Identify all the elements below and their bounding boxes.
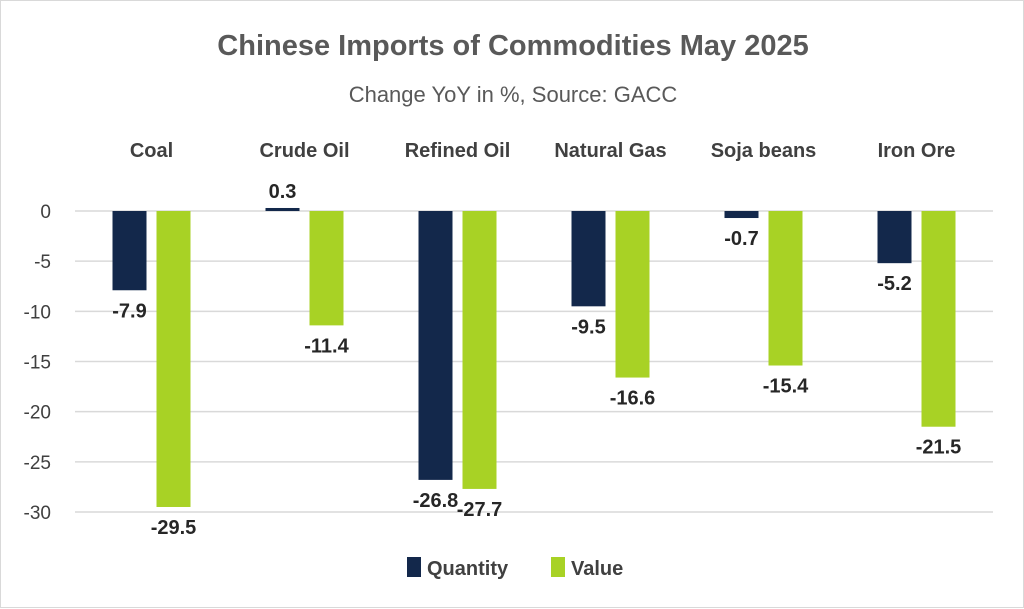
y-tick-label: -5	[34, 252, 51, 273]
legend-label-quantity: Quantity	[427, 558, 509, 580]
bar-value	[615, 211, 650, 378]
bar-quantity	[265, 207, 300, 211]
legend-swatch-value	[551, 557, 565, 577]
data-label-value: -16.6	[610, 388, 656, 410]
category-label: Natural Gas	[554, 140, 666, 162]
legend-swatch-quantity	[407, 557, 421, 577]
y-tick-label: -15	[24, 353, 51, 374]
data-label-value: -15.4	[763, 376, 809, 398]
bar-value	[768, 211, 803, 366]
bar-quantity	[112, 211, 147, 291]
y-tick-label: -10	[24, 302, 51, 323]
bar-quantity	[571, 211, 606, 307]
category-label: Crude Oil	[259, 140, 349, 162]
data-label-quantity: -7.9	[112, 300, 146, 322]
bar-value	[156, 211, 191, 507]
gridlines: 0 -5 -10 -15 -20 -25 -30	[24, 202, 993, 524]
category-label: Iron Ore	[878, 140, 956, 162]
data-label-value: -29.5	[151, 517, 197, 539]
y-tick-label: -30	[24, 503, 51, 524]
chart-subtitle: Change YoY in %, Source: GACC	[349, 82, 678, 107]
bar-quantity	[877, 211, 912, 264]
y-tick-label: -20	[24, 403, 51, 424]
data-label-quantity: -26.8	[413, 490, 459, 512]
data-labels: Coal -7.9 -29.5 Crude Oil 0.3 -11.4 Refined Oi…	[112, 140, 961, 539]
bar-value	[309, 211, 344, 326]
bar-quantity	[724, 211, 759, 219]
data-label-quantity: 0.3	[269, 181, 297, 203]
data-label-value: -11.4	[304, 335, 349, 357]
y-tick-label: -25	[24, 453, 51, 474]
data-label-quantity: -0.7	[724, 228, 758, 250]
category-label: Coal	[130, 140, 173, 162]
bar-value	[462, 211, 497, 489]
data-label-value: -27.7	[457, 499, 503, 521]
data-label-quantity: -9.5	[571, 316, 605, 338]
data-label-value: -21.5	[916, 437, 962, 459]
y-tick-label: 0	[40, 202, 51, 223]
legend: Quantity Value	[407, 557, 623, 580]
category-label: Refined Oil	[405, 140, 511, 162]
bars	[112, 207, 956, 507]
data-label-quantity: -5.2	[877, 273, 911, 295]
chart-title: Chinese Imports of Commodities May 2025	[217, 30, 808, 62]
legend-label-value: Value	[571, 558, 623, 580]
category-label: Soja beans	[711, 140, 817, 162]
bar-quantity	[418, 211, 453, 480]
bar-value	[921, 211, 956, 427]
